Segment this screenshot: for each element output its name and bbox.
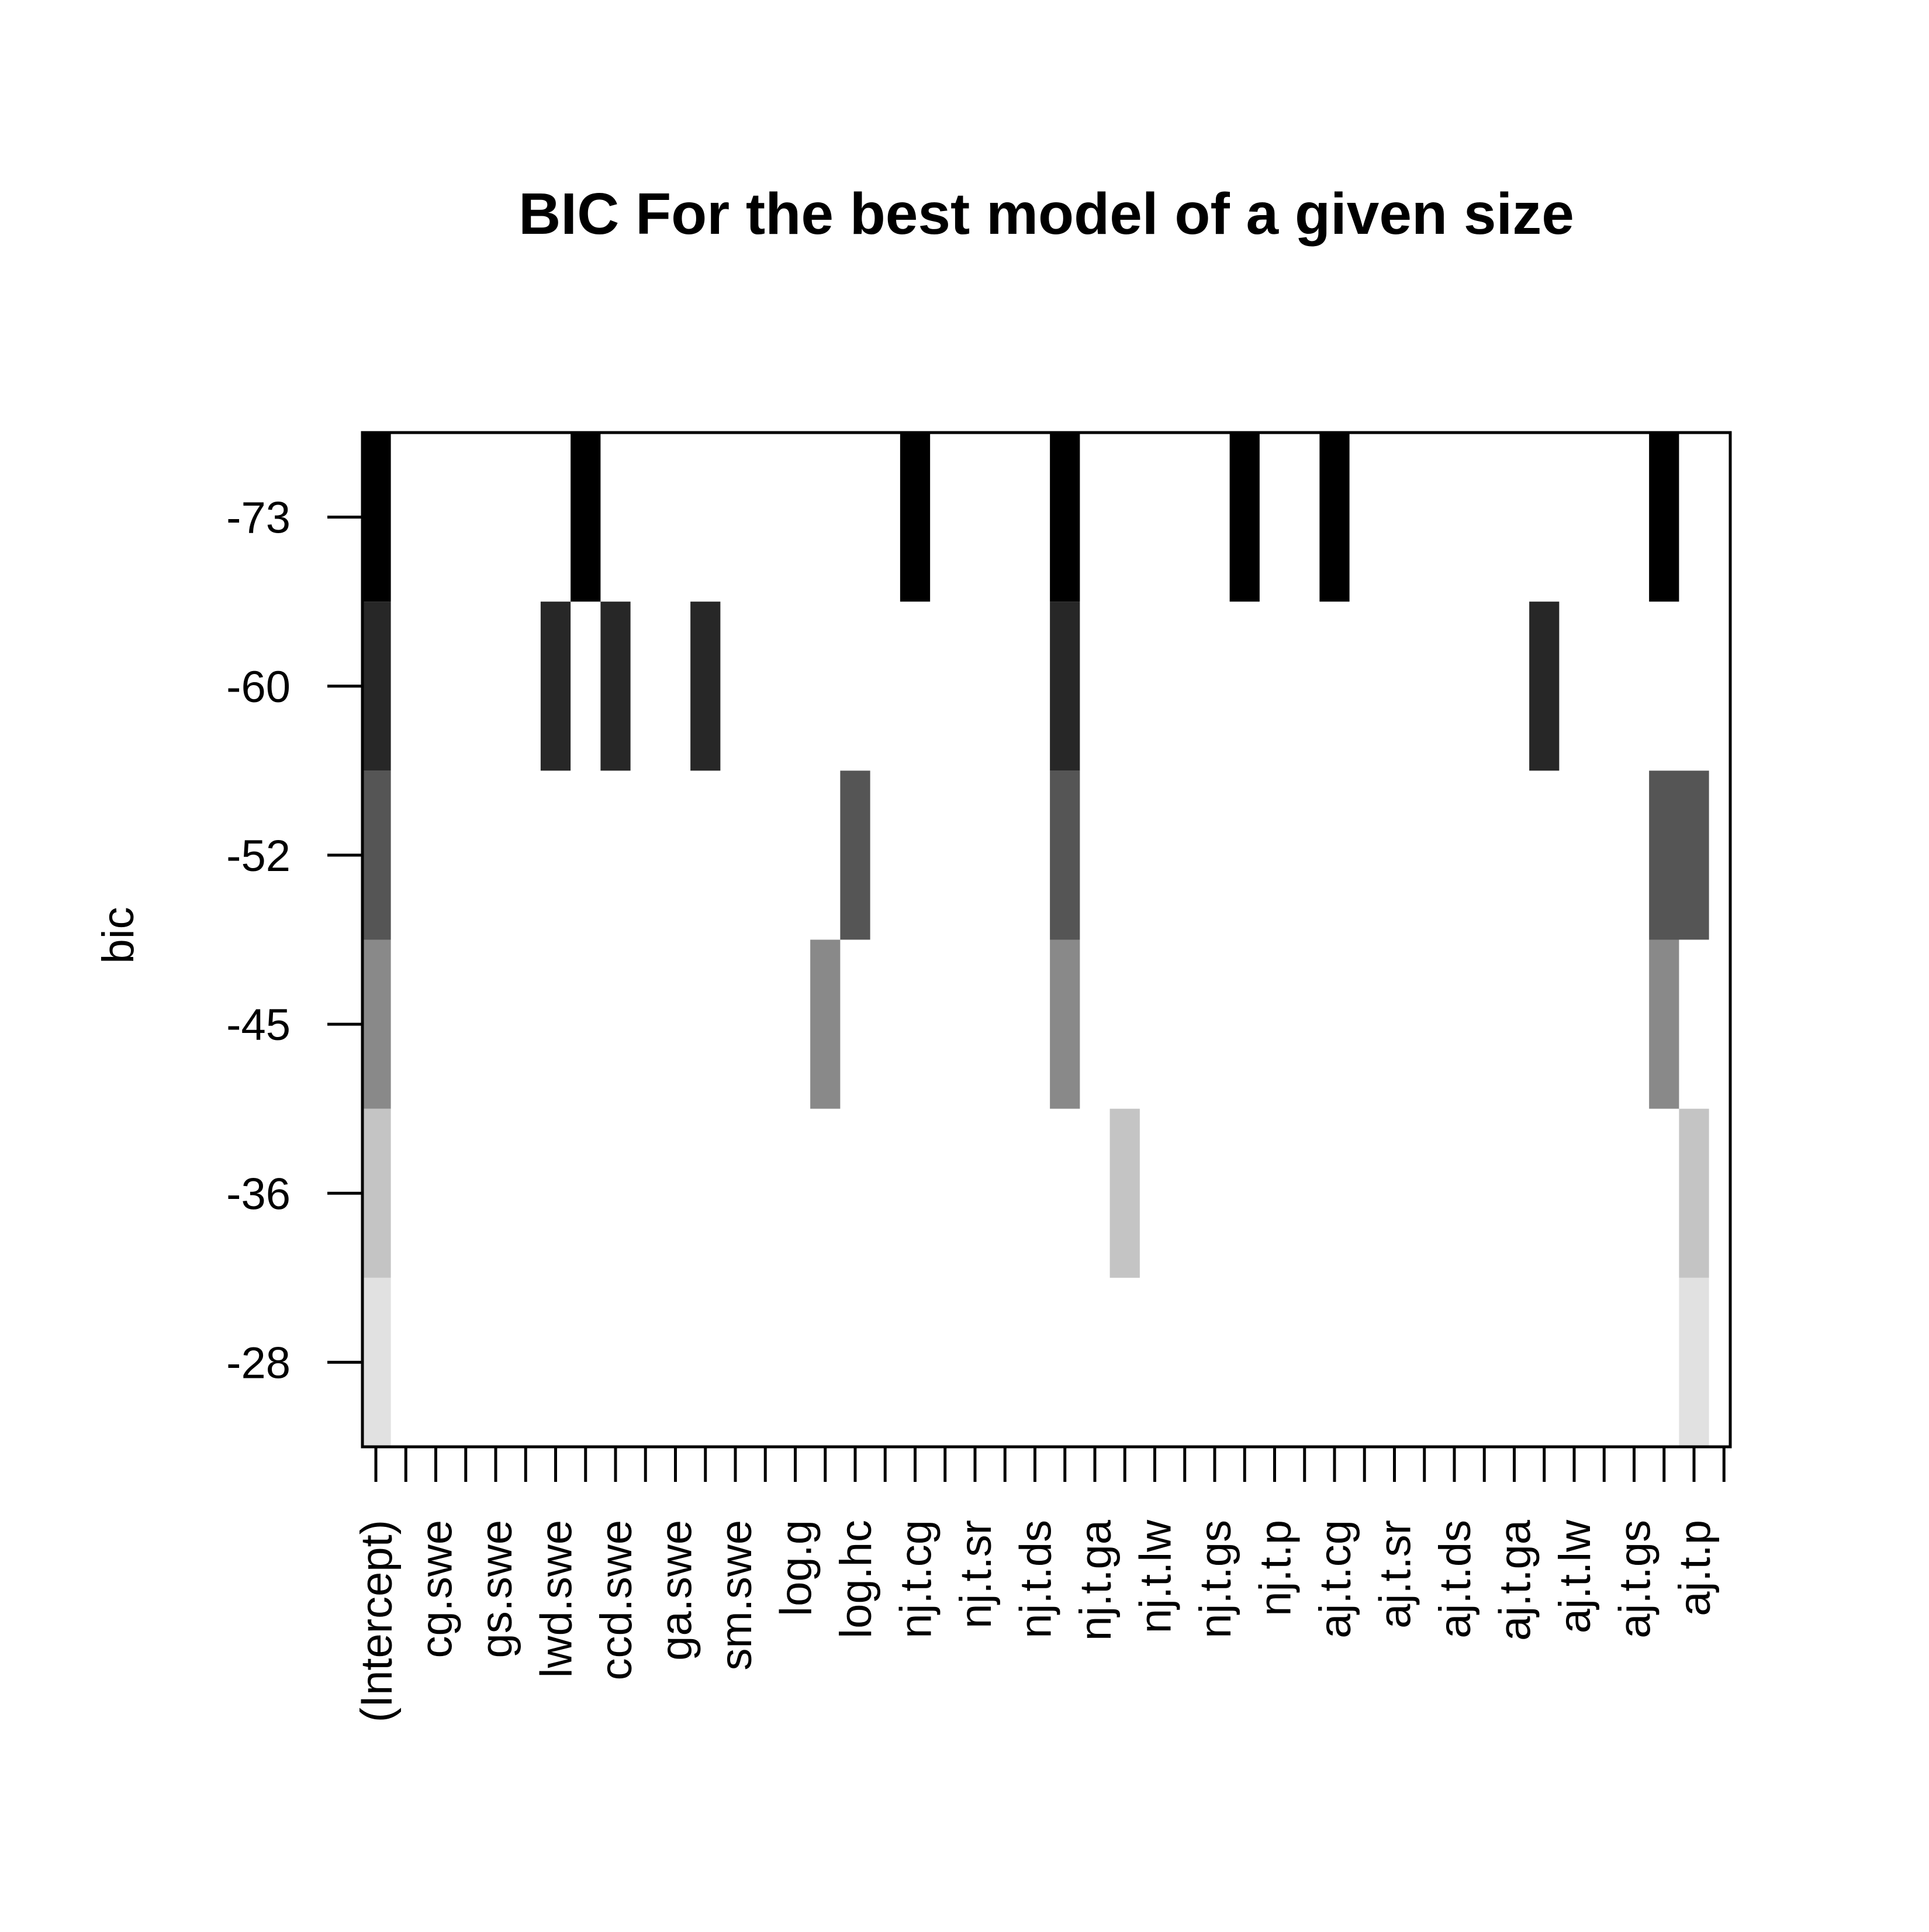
y-axis: -28 -36 -45 -52 -60 -73: [226, 493, 362, 1388]
x-tick-label: log.g: [772, 1520, 821, 1616]
y-tick-label: -60: [226, 662, 291, 712]
x-tick-label: aj.t.ds: [1430, 1520, 1480, 1639]
heatmap-cell: [362, 602, 391, 771]
heatmap-cell: [1319, 433, 1350, 602]
heatmap-cell: [540, 602, 571, 771]
heatmap-cell: [362, 939, 391, 1109]
x-tick-label: nj.t.gs: [1191, 1520, 1240, 1639]
x-tick-label: aj.t.gs: [1610, 1520, 1660, 1639]
x-tick-label: nj.t.cg: [891, 1520, 941, 1639]
x-tick-label: log.hc: [831, 1520, 881, 1639]
x-axis: (Intercept) cg.swe gs.swe lwd.swe ccd.swe ga.…: [352, 1447, 1726, 1722]
heatmap-cell: [1050, 602, 1080, 771]
x-tick-label: gs.swe: [472, 1520, 521, 1658]
heatmap-cell: [362, 1108, 391, 1278]
heatmap-cell: [1649, 939, 1679, 1109]
chart-title: BIC For the best model of a given size: [518, 181, 1574, 247]
x-tick-label: aj.t.sr: [1371, 1520, 1420, 1629]
heatmap-cell: [362, 770, 391, 940]
x-tick-label: nj.t.ga: [1071, 1519, 1121, 1641]
x-tick-label: aj.t.lw: [1550, 1519, 1600, 1633]
x-tick-label: (Intercept): [352, 1520, 402, 1722]
x-tick-label: cg.swe: [412, 1520, 462, 1658]
y-tick-label: -45: [226, 1000, 291, 1050]
x-tick-label: sm.swe: [711, 1520, 761, 1671]
heatmap-cell: [1229, 433, 1260, 602]
heatmap-cell: [362, 433, 391, 602]
heatmap-cell: [1050, 939, 1080, 1109]
x-tick-label: nj.t.p: [1251, 1520, 1301, 1616]
y-tick-label: -28: [226, 1338, 291, 1388]
y-axis-label: bic: [94, 907, 143, 963]
y-tick-label: -52: [226, 831, 291, 881]
heatmap-cell: [571, 433, 601, 602]
heatmap-cell: [690, 602, 721, 771]
x-tick-label: nj.t.ds: [1011, 1520, 1061, 1639]
x-tick-label: ccd.swe: [592, 1520, 641, 1681]
heatmap-cell: [1050, 433, 1080, 602]
heatmap-cell: [840, 770, 870, 940]
heatmap-cell: [1529, 602, 1560, 771]
y-tick-label: -73: [226, 493, 291, 543]
x-tick-label: aj.t.cg: [1311, 1520, 1360, 1639]
heatmap-cell: [1649, 770, 1709, 940]
heatmap-cell: [1679, 1108, 1709, 1278]
heatmap-cell: [1679, 1277, 1709, 1447]
x-tick-label: nj.t.sr: [951, 1520, 1001, 1629]
x-tick-label: aj.t.ga: [1491, 1519, 1540, 1641]
y-tick-label: -36: [226, 1169, 291, 1219]
heatmap-cell: [1109, 1108, 1140, 1278]
heatmap-cell: [810, 939, 841, 1109]
x-tick-label: ga.swe: [652, 1520, 701, 1661]
x-tick-label: lwd.swe: [532, 1520, 582, 1678]
heatmap-cells: [362, 433, 1709, 1447]
heatmap-cell: [900, 433, 931, 602]
heatmap-cell: [1649, 433, 1679, 602]
heatmap-cell: [1050, 770, 1080, 940]
x-tick-label: aj.t.p: [1670, 1520, 1720, 1616]
plot-frame: [361, 431, 1732, 1449]
heatmap-cell: [600, 602, 631, 771]
heatmap-cell: [362, 1277, 391, 1447]
x-tick-label: nj.t.lw: [1131, 1519, 1181, 1633]
